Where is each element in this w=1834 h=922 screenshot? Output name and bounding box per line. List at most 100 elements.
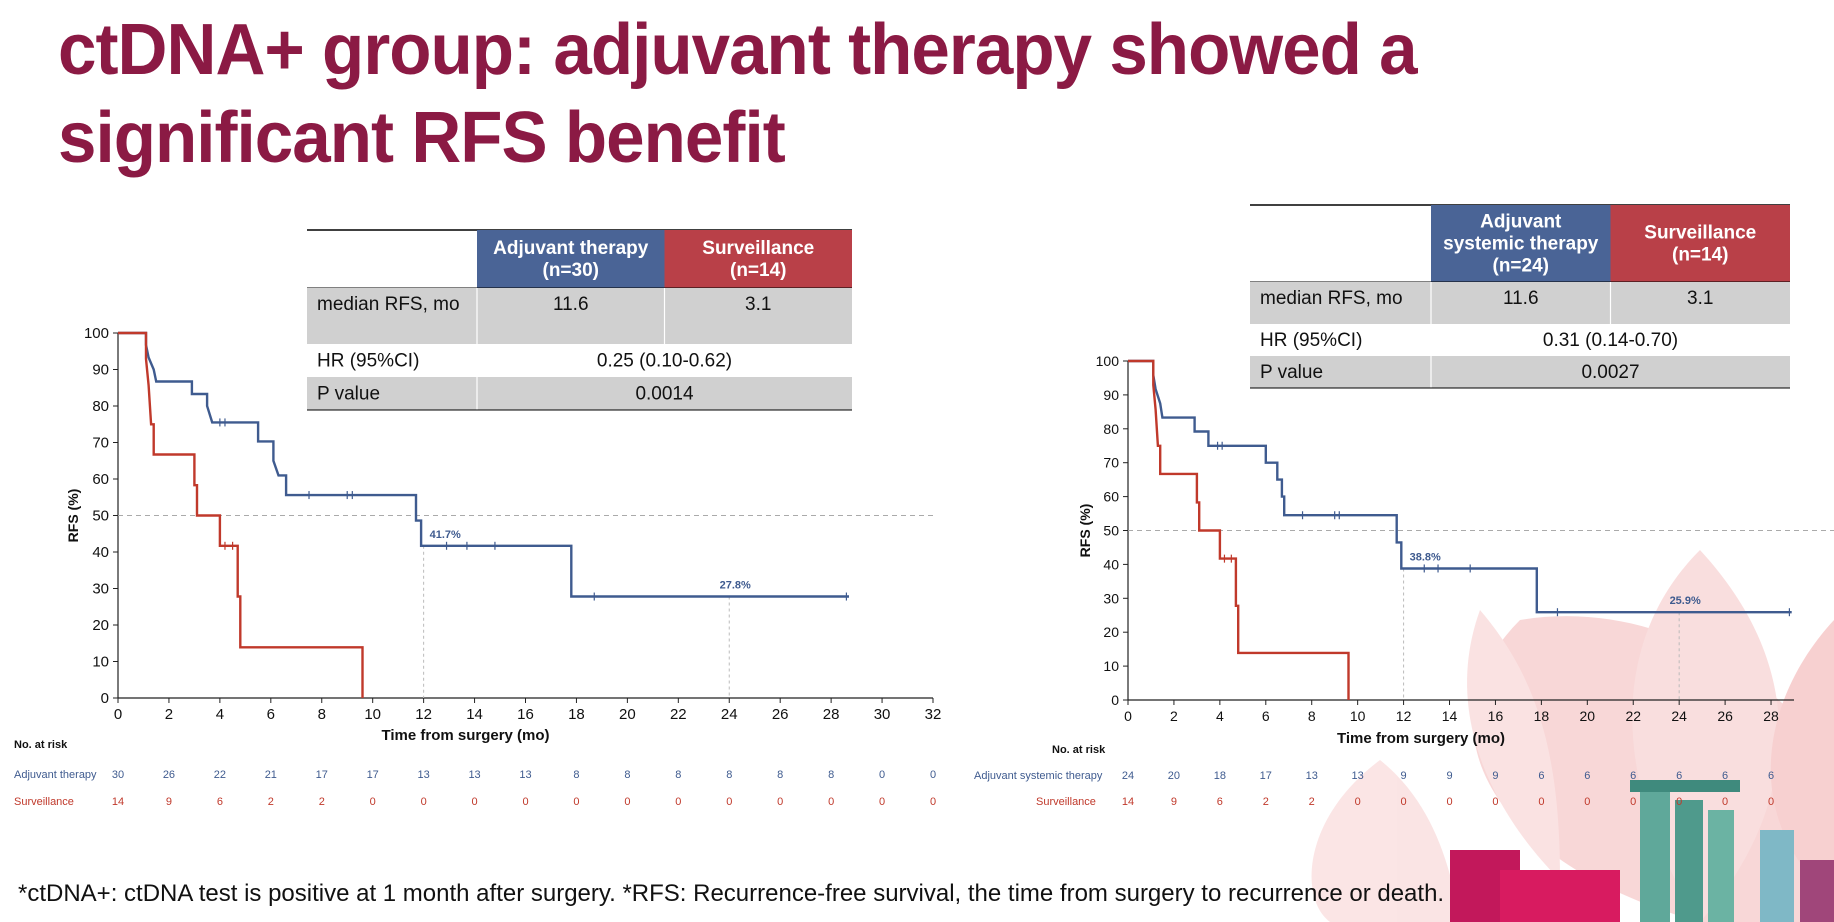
risk-count-adjuvant: 8 <box>675 769 681 781</box>
table-header-adjuvant <box>477 230 665 288</box>
table-header-surveillance <box>1610 205 1790 282</box>
risk-count-surveillance: 2 <box>1263 796 1269 808</box>
risk-count-adjuvant: 13 <box>418 769 430 781</box>
x-tick-label: 0 <box>1124 708 1132 724</box>
x-tick-label: 4 <box>216 706 224 723</box>
x-tick-label: 10 <box>364 706 381 723</box>
risk-count-surveillance: 0 <box>1676 796 1682 808</box>
y-axis-title: RFS (%) <box>1077 504 1093 558</box>
y-tick-label: 10 <box>1103 658 1119 674</box>
table-row-value-surveillance: 3.1 <box>745 294 771 315</box>
risk-count-adjuvant: 13 <box>1306 770 1318 782</box>
y-tick-label: 100 <box>1096 353 1120 369</box>
risk-count-surveillance: 0 <box>1492 796 1498 808</box>
y-tick-label: 20 <box>92 617 109 634</box>
risk-count-surveillance: 0 <box>370 796 376 808</box>
x-tick-label: 22 <box>670 706 687 723</box>
km-panel-left: Adjuvant therapy (n=30) Surveillance (n=14)… <box>14 229 941 808</box>
risk-count-surveillance: 0 <box>1768 796 1774 808</box>
landmark-annotation: 38.8% <box>1410 551 1441 563</box>
risk-count-surveillance: 14 <box>112 796 124 808</box>
landmark-annotation: 25.9% <box>1670 595 1701 607</box>
y-tick-label: 50 <box>1103 523 1119 539</box>
risk-count-adjuvant: 13 <box>468 769 480 781</box>
x-tick-label: 6 <box>1262 708 1270 724</box>
table-row-value: 0.0027 <box>1581 362 1639 383</box>
risk-table-heading: No. at risk <box>14 739 68 751</box>
risk-count-surveillance: 0 <box>421 796 427 808</box>
x-tick-label: 24 <box>1671 708 1687 724</box>
x-tick-label: 26 <box>772 706 789 723</box>
x-tick-label: 8 <box>318 706 326 723</box>
risk-count-adjuvant: 6 <box>1584 770 1590 782</box>
risk-count-adjuvant: 24 <box>1122 770 1134 782</box>
y-tick-label: 10 <box>92 654 109 671</box>
risk-count-adjuvant: 9 <box>1446 770 1452 782</box>
risk-count-surveillance: 2 <box>268 796 274 808</box>
skyline-decoration <box>1450 780 1834 922</box>
lotus-petal-decoration <box>1311 760 1460 922</box>
x-tick-label: 12 <box>1396 708 1412 724</box>
y-tick-label: 70 <box>92 435 109 452</box>
risk-count-adjuvant: 30 <box>112 769 124 781</box>
risk-count-adjuvant: 6 <box>1630 770 1636 782</box>
risk-count-adjuvant: 21 <box>265 769 277 781</box>
risk-count-surveillance: 0 <box>1401 796 1407 808</box>
risk-count-surveillance: 0 <box>1538 796 1544 808</box>
risk-count-surveillance: 6 <box>217 796 223 808</box>
x-tick-label: 30 <box>874 706 891 723</box>
risk-count-adjuvant: 13 <box>1352 770 1364 782</box>
table-row-value-surveillance: 3.1 <box>1687 288 1713 309</box>
table-row-label: median RFS, mo <box>1260 288 1403 309</box>
y-tick-label: 0 <box>101 690 109 707</box>
y-tick-label: 20 <box>1103 624 1119 640</box>
y-tick-label: 100 <box>84 325 109 342</box>
risk-label-adjuvant: Adjuvant therapy <box>14 769 97 781</box>
risk-count-surveillance: 0 <box>1446 796 1452 808</box>
risk-count-surveillance: 0 <box>1722 796 1728 808</box>
risk-count-surveillance: 0 <box>828 796 834 808</box>
risk-count-surveillance: 2 <box>319 796 325 808</box>
y-tick-label: 90 <box>1103 387 1119 403</box>
risk-count-surveillance: 0 <box>675 796 681 808</box>
series-line-adjuvant <box>118 331 849 598</box>
table-row-label: median RFS, mo <box>317 294 460 315</box>
table-row-label: P value <box>1260 362 1323 383</box>
risk-count-surveillance: 0 <box>624 796 630 808</box>
risk-count-surveillance: 0 <box>573 796 579 808</box>
risk-count-surveillance: 0 <box>472 796 478 808</box>
km-panel-right: Adjuvant systemic therapy (n=24) Surveillan… <box>974 204 1834 808</box>
table-row-label: P value <box>317 384 380 405</box>
risk-count-surveillance: 0 <box>879 796 885 808</box>
table-row-value-adjuvant: 11.6 <box>1503 288 1539 309</box>
table-row-label: HR (95%CI) <box>317 351 419 372</box>
x-tick-label: 14 <box>466 706 483 723</box>
table-header-surveillance <box>664 230 852 288</box>
series-line-surveillance <box>1128 359 1350 700</box>
x-tick-label: 26 <box>1717 708 1733 724</box>
x-tick-label: 24 <box>721 706 738 723</box>
x-tick-label: 20 <box>619 706 636 723</box>
x-tick-label: 18 <box>1534 708 1550 724</box>
risk-count-adjuvant: 8 <box>573 769 579 781</box>
risk-count-adjuvant: 0 <box>930 769 936 781</box>
risk-count-adjuvant: 9 <box>1401 770 1407 782</box>
risk-count-surveillance: 0 <box>1630 796 1636 808</box>
y-tick-label: 40 <box>1103 556 1119 572</box>
x-axis-title: Time from surgery (mo) <box>381 727 549 744</box>
risk-count-adjuvant: 17 <box>316 769 328 781</box>
table-row-bg <box>307 377 852 410</box>
risk-count-adjuvant: 18 <box>1214 770 1226 782</box>
risk-count-surveillance: 0 <box>726 796 732 808</box>
risk-count-adjuvant: 6 <box>1722 770 1728 782</box>
risk-count-adjuvant: 20 <box>1168 770 1180 782</box>
risk-count-surveillance: 0 <box>930 796 936 808</box>
y-tick-label: 50 <box>92 508 109 525</box>
x-tick-label: 16 <box>1488 708 1504 724</box>
slide-title: ctDNA+ group: adjuvant therapy showed a … <box>58 10 1418 178</box>
table-header-surveillance-label: Surveillance (n=14) <box>1644 223 1756 266</box>
risk-table-heading: No. at risk <box>1052 744 1106 756</box>
x-tick-label: 22 <box>1625 708 1641 724</box>
table-row-value: 0.0014 <box>635 384 694 405</box>
y-tick-label: 40 <box>92 544 109 561</box>
